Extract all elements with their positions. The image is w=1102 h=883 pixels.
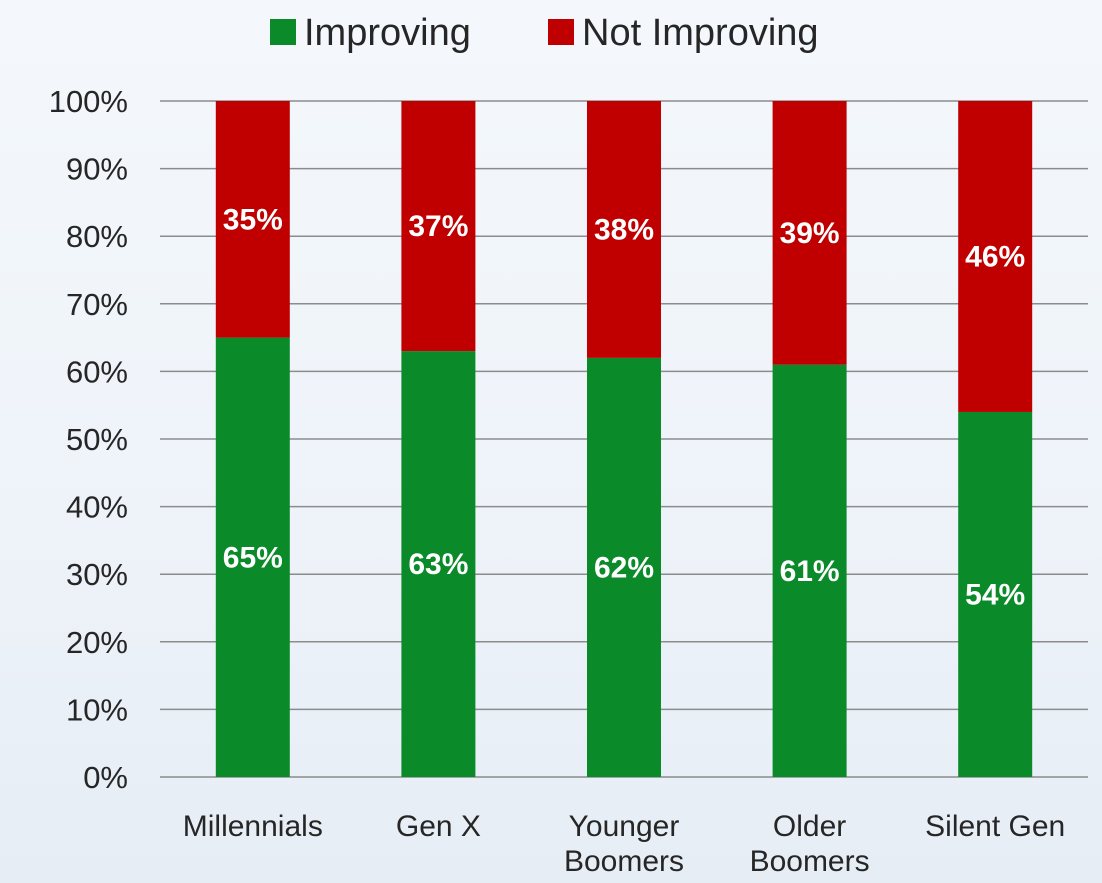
bar-segment-not-improving <box>401 101 476 352</box>
y-tick-label: 70% <box>66 287 128 322</box>
y-tick-label: 80% <box>66 219 128 254</box>
x-category-label: Younger Boomers <box>564 810 684 878</box>
data-label: 62% <box>594 551 654 584</box>
data-label: 65% <box>223 541 283 574</box>
y-tick-label: 60% <box>66 354 128 389</box>
y-axis: 0% 10% 20% 30% 40% 50% 60% 70% 80% 90% 100% <box>49 84 128 795</box>
x-category-label: Older Boomers <box>750 810 870 878</box>
y-tick-label: 30% <box>66 557 128 592</box>
y-tick-label: 20% <box>66 625 128 660</box>
y-tick-label: 40% <box>66 490 128 525</box>
x-category-label: Millennials <box>183 810 323 843</box>
legend-swatch <box>548 19 574 45</box>
bar-segment-improving <box>215 337 290 777</box>
legend-swatch <box>270 19 296 45</box>
bar-segment-not-improving <box>958 101 1033 412</box>
data-label: 37% <box>408 210 468 243</box>
data-label: 54% <box>965 578 1025 611</box>
bar-segment-not-improving <box>772 101 847 365</box>
data-label: 39% <box>780 217 840 250</box>
y-tick-label: 90% <box>66 152 128 187</box>
bar-segment-improving <box>401 351 476 777</box>
bar-segment-improving <box>958 411 1033 777</box>
y-tick-label: 10% <box>66 692 128 727</box>
data-label: 46% <box>965 240 1025 273</box>
y-tick-label: 100% <box>49 84 128 119</box>
x-category-label: Gen X <box>396 810 481 843</box>
data-label: 38% <box>594 213 654 246</box>
x-axis: Millennials Gen X Younger Boomers Older Boome… <box>183 810 1065 878</box>
bar-segment-improving <box>587 357 661 777</box>
bar-segment-not-improving <box>215 101 290 338</box>
data-label: 63% <box>408 548 468 581</box>
bar-segment-improving <box>772 364 847 777</box>
legend-label: Not Improving <box>582 12 819 54</box>
y-tick-label: 50% <box>66 422 128 457</box>
bars: 65% 35% 63% 37% 62% 38% 61% 39% 54% 46% <box>215 101 1033 777</box>
legend-label: Improving <box>304 12 471 54</box>
legend: Improving Not Improving <box>270 12 819 54</box>
data-label: 61% <box>780 555 840 588</box>
y-tick-label: 0% <box>83 760 128 795</box>
data-label: 35% <box>223 203 283 236</box>
bar-segment-not-improving <box>587 101 661 358</box>
x-category-label: Silent Gen <box>925 810 1065 843</box>
